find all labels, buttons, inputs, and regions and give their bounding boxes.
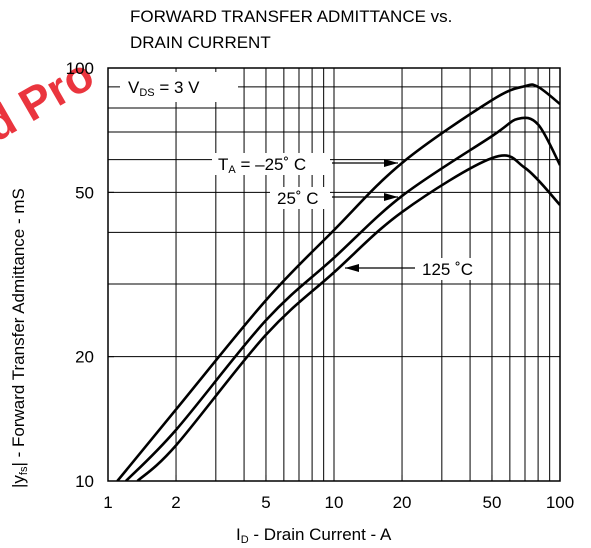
x-tick-label: 20: [393, 493, 412, 512]
x-tick-label: 2: [171, 493, 180, 512]
x-tick-label: 100: [546, 493, 574, 512]
condition-label-rest: = 3 V: [155, 78, 201, 97]
condition-box: [120, 72, 238, 102]
legend-label-rest: = –25˚ C: [236, 155, 306, 174]
x-tick-label: 50: [483, 493, 502, 512]
y-axis-label: |yfs| - Forward Transfer Admittance - mS: [9, 188, 30, 488]
x-axis-label: ID - Drain Current - A: [236, 525, 392, 546]
arrow-head: [345, 264, 359, 272]
series-line: [124, 116, 560, 481]
legend-label-sub: A: [228, 164, 236, 176]
x-axis-label-main: I: [236, 525, 241, 544]
x-tick-label: 5: [261, 493, 270, 512]
x-axis-label-sub: D: [241, 534, 249, 546]
series-label-box: [415, 258, 485, 280]
series-line: [136, 154, 560, 481]
y-tick-label: 20: [75, 348, 94, 367]
curves: [116, 83, 560, 481]
legend-label-main: T: [218, 155, 228, 174]
y-axis-label-sub: fs: [18, 466, 30, 475]
legend-label: 125 ˚C: [422, 260, 473, 279]
y-tick-label: 50: [75, 183, 94, 202]
arrow-head: [384, 193, 398, 201]
legend-label: TA = –25˚ C: [218, 155, 306, 176]
arrow-head: [384, 159, 398, 167]
series-label-box: [212, 153, 330, 175]
chart-title: DRAIN CURRENT: [130, 33, 271, 52]
chart-title: FORWARD TRANSFER ADMITTANCE vs.: [130, 7, 452, 26]
condition-label: VDS = 3 V: [128, 78, 200, 99]
condition-label-main: V: [128, 78, 140, 97]
legend-label: 25˚ C: [277, 189, 319, 208]
condition-label-sub: DS: [139, 87, 154, 99]
y-axis-label-rest: | - Forward Transfer Admittance - mS: [9, 188, 28, 466]
y-tick-label: 10: [75, 472, 94, 491]
series-label-box: [270, 187, 330, 209]
legend-label-main: 125 ˚C: [422, 260, 473, 279]
x-tick-label: 10: [325, 493, 344, 512]
legend-label-main: 25˚ C: [277, 189, 319, 208]
series-line: [116, 83, 560, 481]
x-tick-label: 1: [103, 493, 112, 512]
y-tick-label: 100: [66, 59, 94, 78]
x-axis-label-rest: - Drain Current - A: [249, 525, 392, 544]
y-axis-label-main: |y: [9, 475, 28, 488]
